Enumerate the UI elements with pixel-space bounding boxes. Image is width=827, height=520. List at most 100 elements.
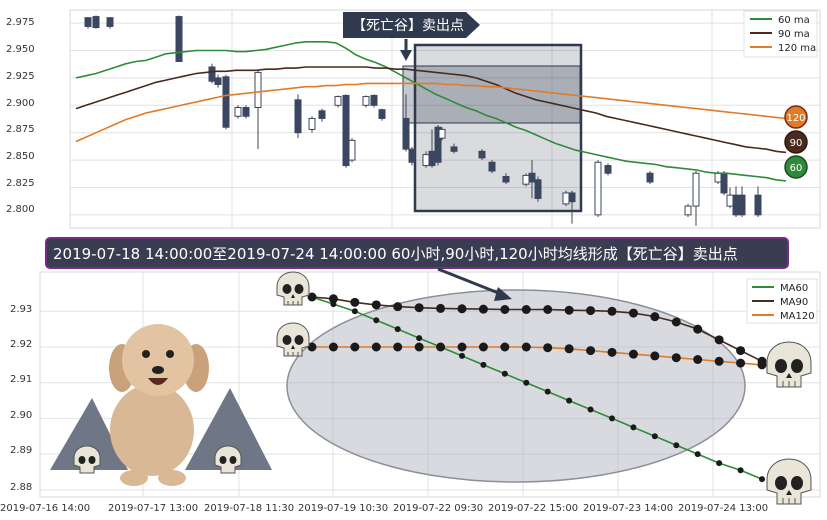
skull-icon [73,445,101,474]
candle-body [450,146,458,152]
ma-point-ma120 [307,342,317,352]
ma-point-ma90 [436,303,446,313]
ma-point-ma120 [521,342,531,352]
pointer-arrow-head [494,287,512,301]
badge-120-label: 120 [786,113,805,124]
bottom-y-tick: 2.92 [10,339,32,350]
candle-body [318,110,326,119]
bottom-y-axis: 2.93 2.92 2.91 2.90 2.89 2.88 [10,304,32,493]
ma-point-ma60 [673,442,680,449]
ma-point-ma60 [609,415,615,422]
candle-body [408,148,416,163]
ma-line-ma90 [311,296,763,363]
candle-body [214,77,222,85]
dog-eye-left [142,350,150,358]
bottom-y-tick: 2.91 [10,374,32,385]
ma-point-ma60 [694,451,701,458]
top-ma-lines [75,40,787,182]
candle-body [402,117,410,150]
dog-paw-left [120,470,148,486]
ma-point-ma90 [693,324,703,334]
banner: 2019-07-18 14:00:00至2019-07-24 14:00:00 … [45,237,789,269]
candle-body [175,16,183,62]
legend-label-120ma: 120 ma [778,43,816,54]
candle-body [362,96,370,106]
badge-60-label: 60 [790,163,803,174]
candle-body [84,17,92,27]
candle-body [522,174,530,185]
candle-body [692,172,700,207]
ma-point-ma120 [393,342,403,352]
death-valley-ellipse [286,289,746,483]
ma-point-ma120 [328,342,338,352]
bottom-y-tick: 2.88 [10,482,32,493]
ma-point-ma60 [480,361,487,368]
bottom-x-tick: 2019-07-17 13:00 [108,503,198,514]
candle-body [720,172,728,194]
legend-label-ma120: MA120 [780,311,815,322]
rock-left [50,398,128,470]
skull-icon [766,341,812,388]
dog-mouth [148,378,168,385]
ma-point-ma120 [586,346,596,356]
top-y-tick: 2.800 [6,204,35,215]
death-valley-label: 【死亡谷】卖出点 [352,18,464,34]
dog-eye-right [166,350,174,358]
bottom-x-tick: 2019-07-23 14:00 [583,503,673,514]
legend-label-60ma: 60 ma [778,15,810,26]
ma-point-ma120 [693,355,703,364]
ma-point-ma90 [671,317,681,327]
ma-line-120-ma [75,82,787,143]
candle-body [342,94,350,167]
ma-point-ma90 [457,304,467,314]
ma-point-ma90 [714,335,724,345]
badge-90-label: 90 [790,138,803,149]
candle-body [568,192,576,203]
ma-point-ma60 [716,460,723,467]
candle-body [234,106,242,117]
top-y-tick: 2.850 [6,151,35,162]
ma-point-ma60 [566,397,573,404]
ma-point-ma60 [459,352,465,359]
ma-line-90-ma [75,66,787,154]
bottom-legend: MA60 MA90 MA120 [746,278,818,324]
candle-body [92,16,100,29]
ma-point-ma90 [543,305,553,314]
badge-120 [784,105,808,129]
candle-body [478,150,486,159]
candle-body [370,94,378,106]
candle-body [422,154,430,167]
dog-nose [152,366,164,374]
ma-point-ma120 [628,349,638,359]
ma-point-ma120 [607,347,617,357]
ma-point-ma90 [736,346,746,356]
ma-point-ma60 [737,467,744,474]
candle-body [534,179,542,199]
ma-point-ma120 [736,358,746,368]
death-valley-inner-band [402,65,581,124]
badge-60 [784,155,808,179]
ma-point-ma120 [714,356,724,366]
candle-body [434,126,442,163]
ma-point-ma90 [350,297,360,307]
dog-illustration [50,324,272,486]
ma-point-ma90 [307,292,317,302]
top-y-tick: 2.975 [6,17,35,28]
top-y-tick: 2.900 [6,98,35,109]
skull-icon [276,322,310,357]
candle-body [732,194,740,216]
ma-point-ma60 [394,326,401,333]
top-legend: 60 ma 90 ma 120 ma [743,10,818,58]
ma-point-ma120 [350,342,360,352]
ma-line-60-ma [75,40,787,182]
ma-point-ma60 [523,379,530,386]
candle-body [208,66,216,82]
top-y-axis: 2.975 2.950 2.925 2.900 2.875 2.850 2.82… [6,17,35,215]
rock-right [185,388,272,470]
ma-line-ma60 [311,296,763,480]
candle-body [502,176,510,183]
ma-point-ma90 [650,312,660,322]
banner-text: 2019-07-18 14:00:00至2019-07-24 14:00:00 … [53,245,738,263]
top-panel: 2.975 2.950 2.925 2.900 2.875 2.850 2.82… [6,9,821,229]
